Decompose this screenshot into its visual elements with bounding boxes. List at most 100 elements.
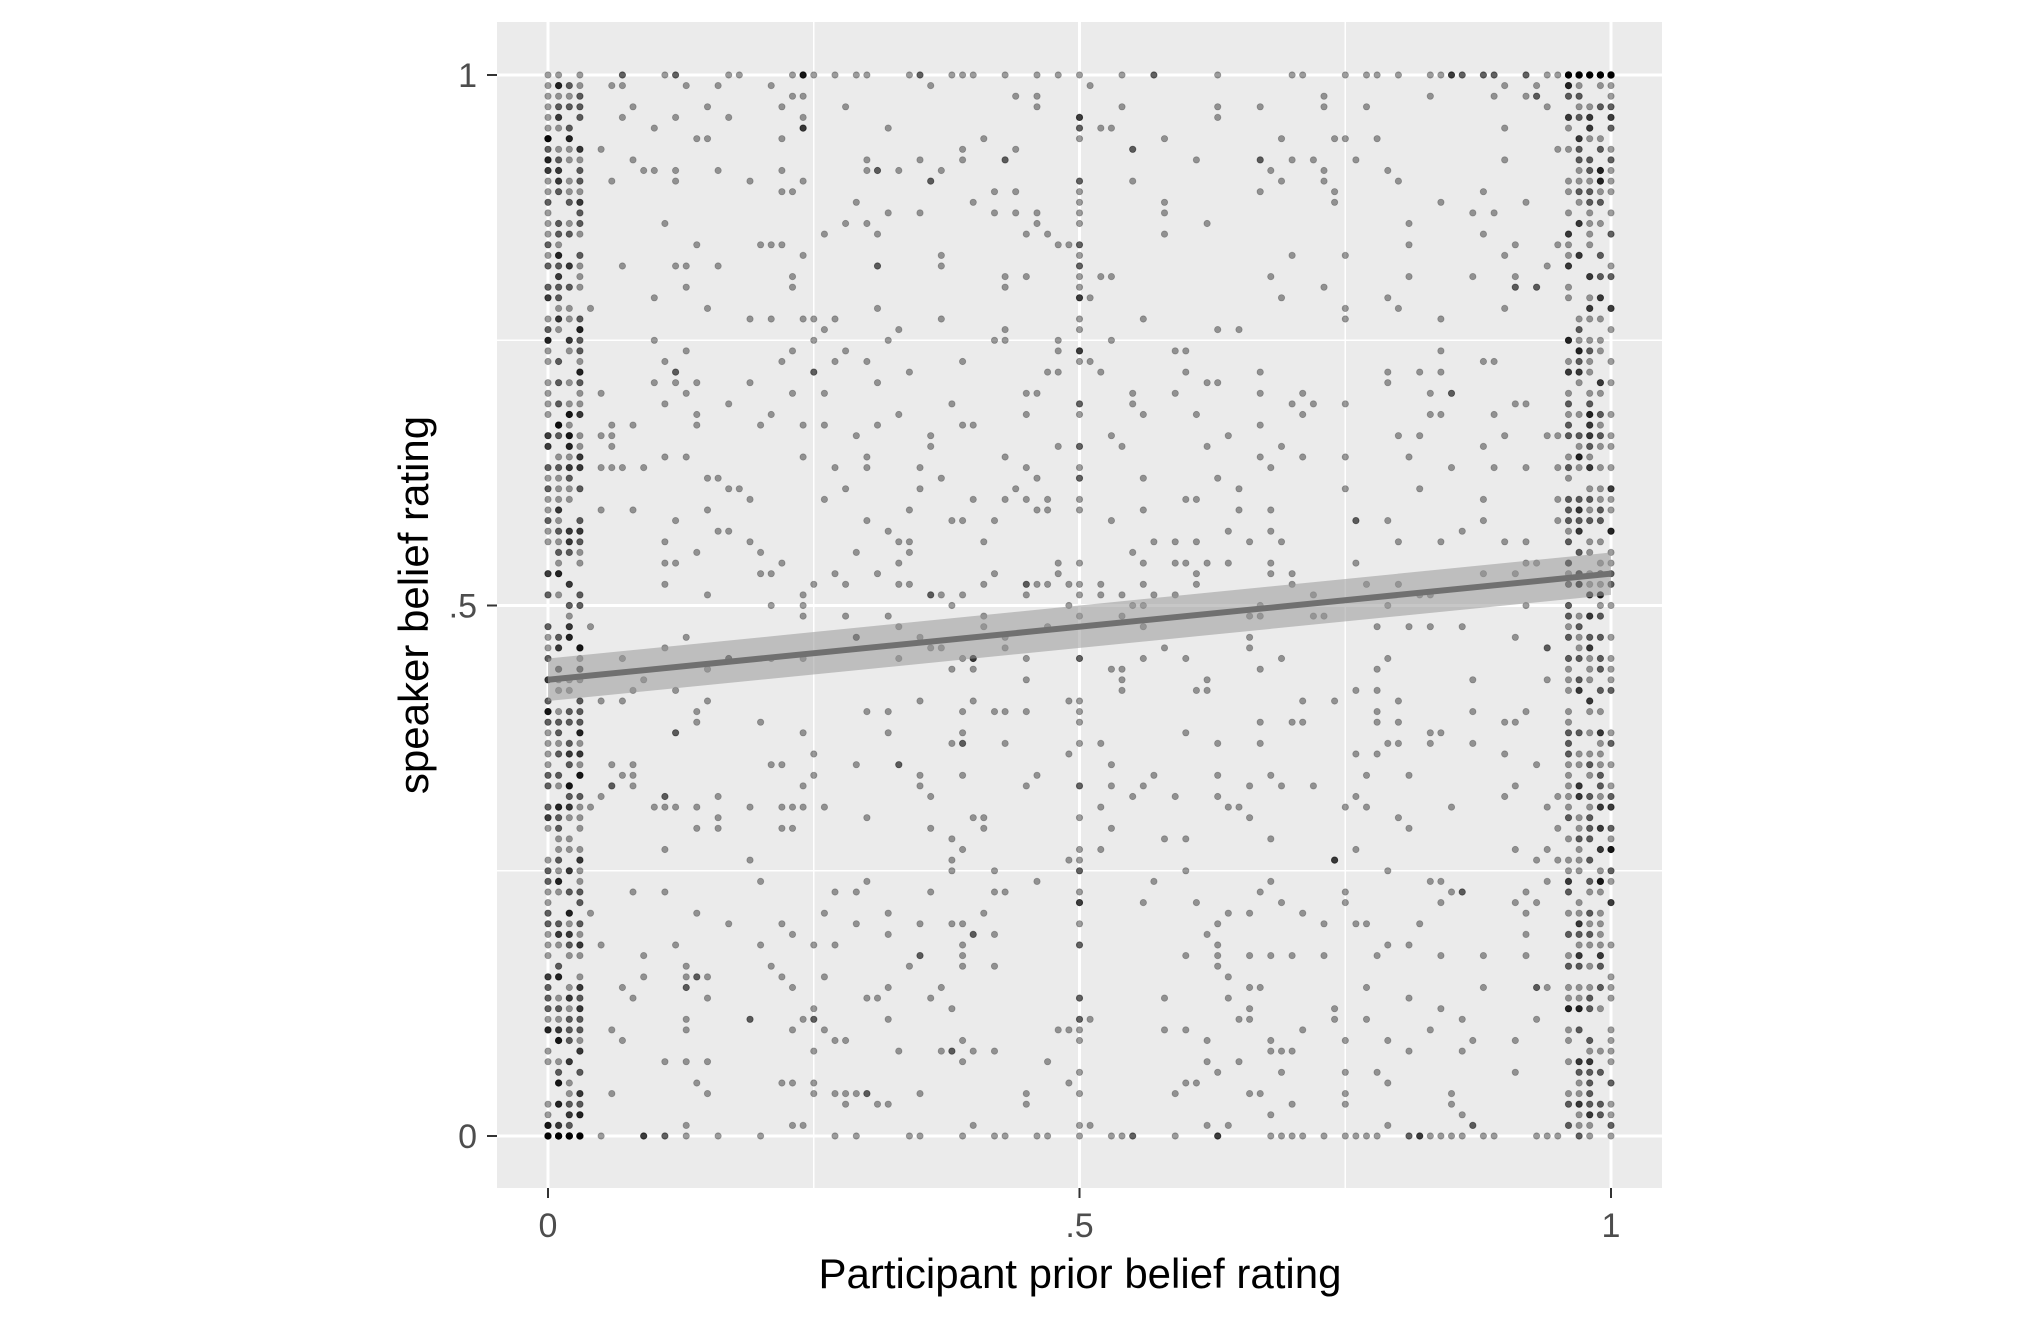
data-point bbox=[554, 113, 563, 122]
data-point bbox=[1575, 135, 1583, 143]
data-point bbox=[756, 241, 765, 249]
data-point bbox=[554, 877, 563, 886]
data-point bbox=[1543, 103, 1551, 111]
data-point bbox=[1575, 92, 1583, 100]
data-point bbox=[576, 867, 584, 875]
data-point bbox=[1075, 559, 1084, 567]
data-point bbox=[554, 973, 563, 981]
data-point bbox=[576, 463, 584, 472]
data-point bbox=[1501, 750, 1509, 758]
data-point bbox=[671, 113, 680, 122]
data-point bbox=[1479, 71, 1488, 79]
data-point bbox=[1341, 803, 1349, 811]
data-point bbox=[1533, 1015, 1541, 1023]
data-point bbox=[1511, 845, 1519, 854]
data-point bbox=[1596, 654, 1605, 663]
data-point bbox=[554, 357, 563, 366]
data-point bbox=[1097, 591, 1105, 599]
data-point bbox=[1607, 1100, 1615, 1108]
data-point bbox=[1075, 1121, 1084, 1130]
data-point bbox=[565, 442, 573, 450]
data-point bbox=[1533, 92, 1541, 100]
data-point bbox=[618, 1036, 627, 1045]
data-point bbox=[1447, 463, 1456, 472]
data-point bbox=[1564, 336, 1573, 344]
data-point bbox=[544, 442, 552, 450]
data-point bbox=[565, 994, 573, 1002]
data-point bbox=[1086, 294, 1094, 302]
data-point bbox=[1586, 697, 1594, 705]
data-point bbox=[554, 400, 563, 408]
data-point bbox=[576, 92, 584, 100]
data-point bbox=[1596, 538, 1605, 546]
data-point bbox=[1586, 347, 1594, 355]
data-point bbox=[980, 824, 988, 832]
data-point bbox=[1224, 973, 1232, 981]
data-point bbox=[576, 739, 584, 748]
data-point bbox=[565, 750, 573, 758]
data-point bbox=[1054, 241, 1062, 249]
data-point bbox=[1341, 888, 1349, 896]
data-point bbox=[1437, 877, 1445, 886]
data-point bbox=[693, 973, 701, 981]
data-point bbox=[1596, 166, 1605, 175]
data-point bbox=[544, 1132, 552, 1140]
data-point bbox=[544, 389, 552, 397]
data-point bbox=[554, 251, 563, 259]
data-point bbox=[746, 315, 754, 323]
data-point bbox=[1075, 357, 1084, 366]
data-point bbox=[1277, 898, 1286, 907]
data-point bbox=[608, 782, 616, 790]
data-point bbox=[1575, 782, 1583, 790]
data-point bbox=[1139, 654, 1147, 663]
data-point bbox=[1596, 909, 1605, 917]
data-point bbox=[629, 156, 637, 164]
data-point bbox=[544, 1132, 552, 1140]
data-point bbox=[1022, 580, 1030, 588]
data-point bbox=[554, 379, 563, 387]
data-point bbox=[544, 463, 552, 472]
data-point bbox=[544, 782, 552, 790]
data-point bbox=[810, 368, 818, 376]
data-point bbox=[1596, 782, 1605, 790]
data-point bbox=[1607, 845, 1615, 854]
data-point bbox=[916, 463, 924, 472]
data-point bbox=[1554, 1132, 1562, 1140]
data-point bbox=[565, 527, 573, 535]
data-point bbox=[852, 432, 860, 440]
data-point bbox=[1469, 676, 1477, 684]
data-point bbox=[554, 835, 563, 843]
data-point bbox=[1596, 71, 1605, 79]
data-point bbox=[1256, 188, 1264, 196]
data-point bbox=[1522, 888, 1530, 896]
data-point bbox=[1564, 792, 1573, 801]
data-point bbox=[544, 166, 552, 175]
data-point bbox=[916, 771, 924, 779]
data-point bbox=[565, 421, 573, 429]
data-point bbox=[1533, 92, 1541, 100]
data-point bbox=[990, 209, 999, 217]
data-point bbox=[1501, 82, 1509, 90]
data-point bbox=[1479, 495, 1488, 503]
data-point bbox=[544, 198, 552, 206]
data-point bbox=[1575, 782, 1583, 790]
data-point bbox=[1054, 442, 1062, 450]
data-point bbox=[1596, 71, 1605, 79]
data-point bbox=[1575, 453, 1583, 461]
data-point bbox=[554, 262, 563, 270]
data-point bbox=[554, 920, 563, 928]
data-point bbox=[576, 548, 584, 557]
data-point bbox=[554, 272, 563, 281]
data-point bbox=[565, 1132, 573, 1140]
data-point bbox=[1596, 803, 1605, 811]
data-point bbox=[1384, 1121, 1392, 1130]
data-point bbox=[671, 941, 680, 949]
data-point bbox=[1564, 262, 1573, 270]
data-point bbox=[1575, 527, 1583, 535]
data-point bbox=[1564, 432, 1573, 440]
data-point bbox=[1309, 782, 1318, 790]
data-point bbox=[1607, 71, 1615, 79]
data-point bbox=[1246, 909, 1254, 917]
data-point bbox=[916, 71, 924, 79]
data-point bbox=[544, 103, 552, 111]
